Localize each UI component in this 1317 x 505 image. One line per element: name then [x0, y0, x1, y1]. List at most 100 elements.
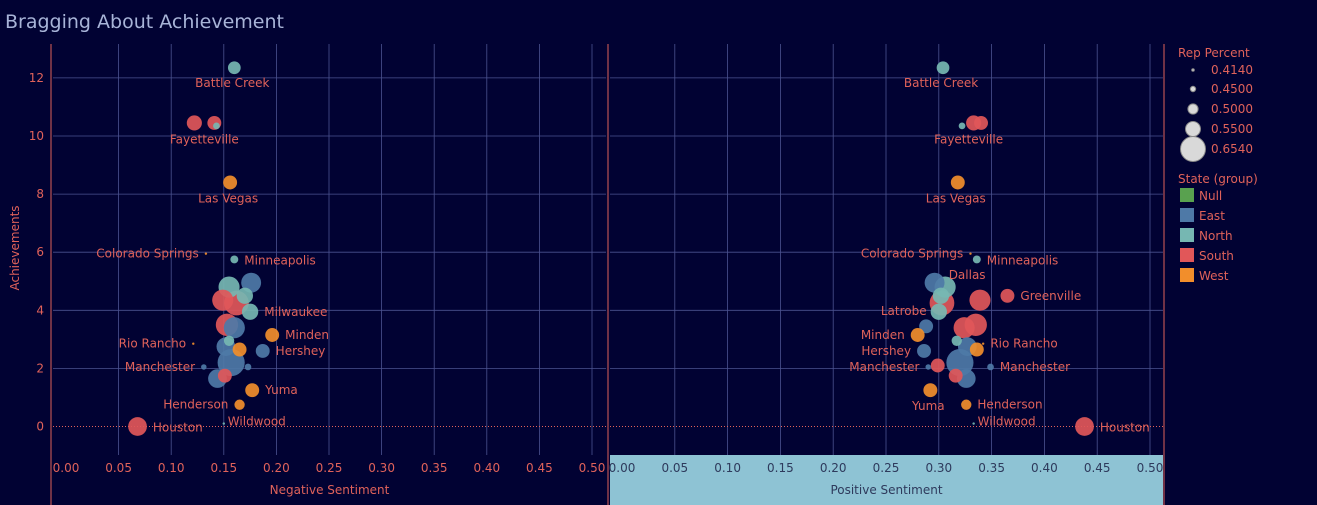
legend-color-swatch[interactable] [1180, 268, 1194, 282]
point-label: Henderson [977, 398, 1042, 412]
point-label: Colorado Springs [96, 247, 198, 261]
data-point[interactable] [910, 328, 925, 342]
legend-color-swatch[interactable] [1180, 228, 1194, 242]
y-axis-title: Achievements [8, 205, 22, 290]
chart-legend: Rep Percent 0.4140 0.4500 0.5000 0.5500 0.654… [1178, 46, 1258, 283]
data-point[interactable] [972, 422, 975, 425]
point-label: Rio Rancho [990, 337, 1057, 351]
legend-size-marker [1191, 68, 1195, 72]
y-tick-label: 12 [29, 71, 44, 85]
panel-1: 0.00 0.05 0.10 0.15 0.20 0.25 0.30 0.35 0.40 0.45… [8, 44, 606, 505]
point-label: Battle Creek [904, 76, 978, 90]
x-tick-label: 0.00 [609, 461, 636, 475]
point-label: Hershey [861, 344, 911, 358]
data-point[interactable] [1075, 417, 1094, 436]
data-point[interactable] [223, 317, 245, 339]
x-axis-title: Negative Sentiment [270, 483, 390, 497]
point-label: Las Vegas [926, 191, 986, 205]
data-point[interactable] [230, 255, 239, 264]
point-label: Latrobe [881, 304, 927, 318]
x-tick-label: 0.50 [1137, 461, 1164, 475]
data-point[interactable] [930, 358, 945, 373]
x-axis-highlight-band [610, 455, 1163, 505]
data-point[interactable] [241, 272, 262, 293]
point-label: Dallas [949, 268, 986, 282]
data-point[interactable] [186, 115, 202, 131]
data-point[interactable] [925, 364, 931, 370]
point-label: Las Vegas [198, 191, 258, 205]
data-point[interactable] [972, 255, 981, 264]
data-point[interactable] [919, 319, 934, 334]
data-point[interactable] [981, 342, 985, 345]
x-tick-label: 0.30 [925, 461, 952, 475]
x-tick-label: 0.35 [978, 461, 1005, 475]
data-point[interactable] [987, 363, 994, 371]
x-tick-label: 0.45 [1084, 461, 1111, 475]
data-point[interactable] [974, 115, 988, 130]
legend-size-label: 0.5500 [1211, 122, 1253, 136]
x-tick-label: 0.25 [873, 461, 900, 475]
y-tick-label: 6 [36, 245, 44, 259]
data-point[interactable] [950, 175, 965, 190]
data-point[interactable] [223, 175, 238, 190]
point-label: Fayetteville [170, 132, 239, 146]
data-point[interactable] [951, 335, 962, 346]
data-point[interactable] [917, 344, 931, 358]
point-label: Minden [861, 328, 905, 342]
data-point[interactable] [223, 335, 235, 346]
data-point[interactable] [217, 368, 232, 383]
data-point[interactable] [961, 399, 972, 410]
data-point[interactable] [201, 364, 207, 370]
legend-size-marker [1185, 121, 1201, 137]
data-point[interactable] [192, 342, 195, 345]
data-point[interactable] [255, 344, 270, 358]
data-point[interactable] [924, 272, 945, 293]
data-point[interactable] [932, 287, 950, 304]
x-tick-label: 0.30 [368, 461, 395, 475]
data-point[interactable] [222, 422, 225, 425]
data-point[interactable] [227, 61, 241, 75]
legend-color-label: Null [1199, 189, 1222, 203]
data-point[interactable] [245, 383, 260, 398]
x-axis-title: Positive Sentiment [830, 483, 942, 497]
data-point[interactable] [212, 289, 234, 311]
data-point[interactable] [244, 363, 252, 371]
data-point[interactable] [265, 328, 280, 342]
x-tick-label: 0.05 [661, 461, 688, 475]
data-point[interactable] [948, 368, 963, 383]
data-point[interactable] [241, 303, 259, 320]
legend-color-swatch[interactable] [1180, 248, 1194, 262]
data-point[interactable] [232, 342, 247, 357]
legend-size-label: 0.6540 [1211, 142, 1253, 156]
data-point[interactable] [204, 252, 208, 255]
legend-color-swatch[interactable] [1180, 208, 1194, 222]
point-label: Hershey [276, 344, 326, 358]
data-point[interactable] [1000, 288, 1015, 303]
legend-color-swatch[interactable] [1180, 188, 1194, 202]
point-label: Greenville [1020, 289, 1081, 303]
data-point[interactable] [958, 122, 966, 130]
x-tick-label: 0.40 [1031, 461, 1058, 475]
point-label: Houston [1100, 421, 1150, 435]
data-point[interactable] [969, 289, 991, 311]
y-tick-label: 2 [36, 361, 44, 375]
data-point[interactable] [969, 342, 984, 357]
data-point[interactable] [936, 61, 950, 75]
x-tick-label: 0.15 [767, 461, 794, 475]
chart-title: Bragging About Achievement [5, 11, 284, 33]
data-point[interactable] [236, 287, 253, 304]
data-point[interactable] [128, 417, 147, 436]
data-point[interactable] [213, 122, 220, 130]
data-point[interactable] [930, 303, 947, 320]
x-tick-label: 0.20 [820, 461, 847, 475]
data-point[interactable] [969, 252, 972, 255]
point-label: Yuma [264, 383, 298, 397]
data-point[interactable] [923, 383, 938, 398]
legend-color-label: North [1199, 229, 1233, 243]
legend-size-label: 0.4140 [1211, 63, 1253, 77]
data-point[interactable] [953, 317, 975, 339]
data-point[interactable] [234, 399, 245, 410]
legend-size-marker [1189, 85, 1197, 93]
x-tick-label: 0.00 [53, 461, 80, 475]
